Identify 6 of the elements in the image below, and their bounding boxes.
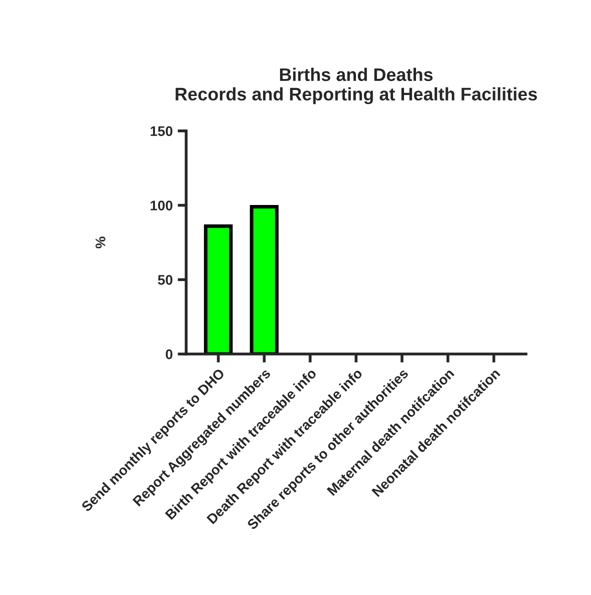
chart-title: Births and Deaths Records and Reporting at Health Facilities — [176, 68, 537, 104]
y-tick-label: 100 — [150, 200, 172, 210]
y-tick-label: 50 — [158, 274, 172, 285]
y-tick-label: 150 — [150, 126, 172, 136]
y-tick-label: 0 — [166, 349, 172, 360]
y-axis-title: % — [96, 236, 106, 248]
